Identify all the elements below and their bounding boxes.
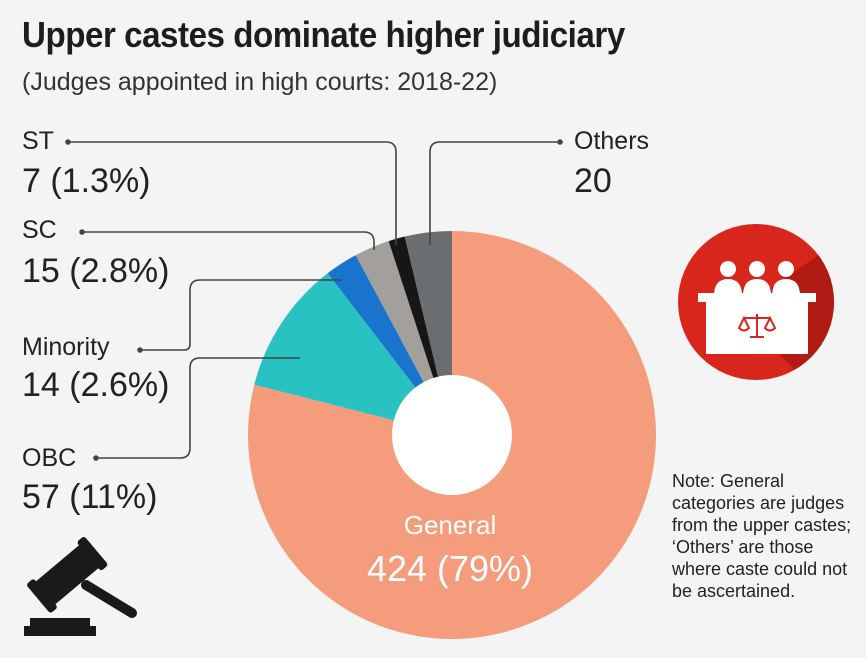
leader-others-dot <box>557 139 563 145</box>
label-sc-value: 15 (2.8%) <box>22 252 170 290</box>
label-st-name: ST <box>22 127 54 155</box>
slice-obc <box>254 273 452 435</box>
label-minority-value: 14 (2.6%) <box>22 366 170 404</box>
label-minority-name: Minority <box>22 333 110 361</box>
gavel-icon <box>24 536 137 636</box>
leader-obc <box>96 357 300 459</box>
label-others-value: 20 <box>574 162 612 200</box>
label-general-name: General <box>403 510 497 540</box>
label-general-value: 424 (79%) <box>366 548 534 589</box>
label-others-name: Others <box>574 127 650 155</box>
leader-sc <box>82 231 375 250</box>
label-sc-name: SC <box>22 216 57 244</box>
label-obc-name: OBC <box>22 444 77 472</box>
courtroom-icon <box>678 224 834 380</box>
leader-minority-dot <box>137 347 143 353</box>
leader-st-dot <box>65 139 71 145</box>
leader-others <box>429 141 560 245</box>
donut-hole <box>392 375 512 495</box>
label-st-value: 7 (1.3%) <box>22 162 151 200</box>
leader-sc-dot <box>79 229 85 235</box>
label-obc-value: 57 (11%) <box>22 478 158 516</box>
chart-subtitle: (Judges appointed in high courts: 2018-2… <box>22 68 498 96</box>
footnote: Note: General categories are judges from… <box>672 471 852 601</box>
leader-lines <box>65 139 563 461</box>
leader-st <box>68 141 397 245</box>
chart-title: Upper castes dominate higher judiciary <box>22 14 625 55</box>
leader-minority <box>140 279 342 351</box>
leader-obc-dot <box>93 455 99 461</box>
